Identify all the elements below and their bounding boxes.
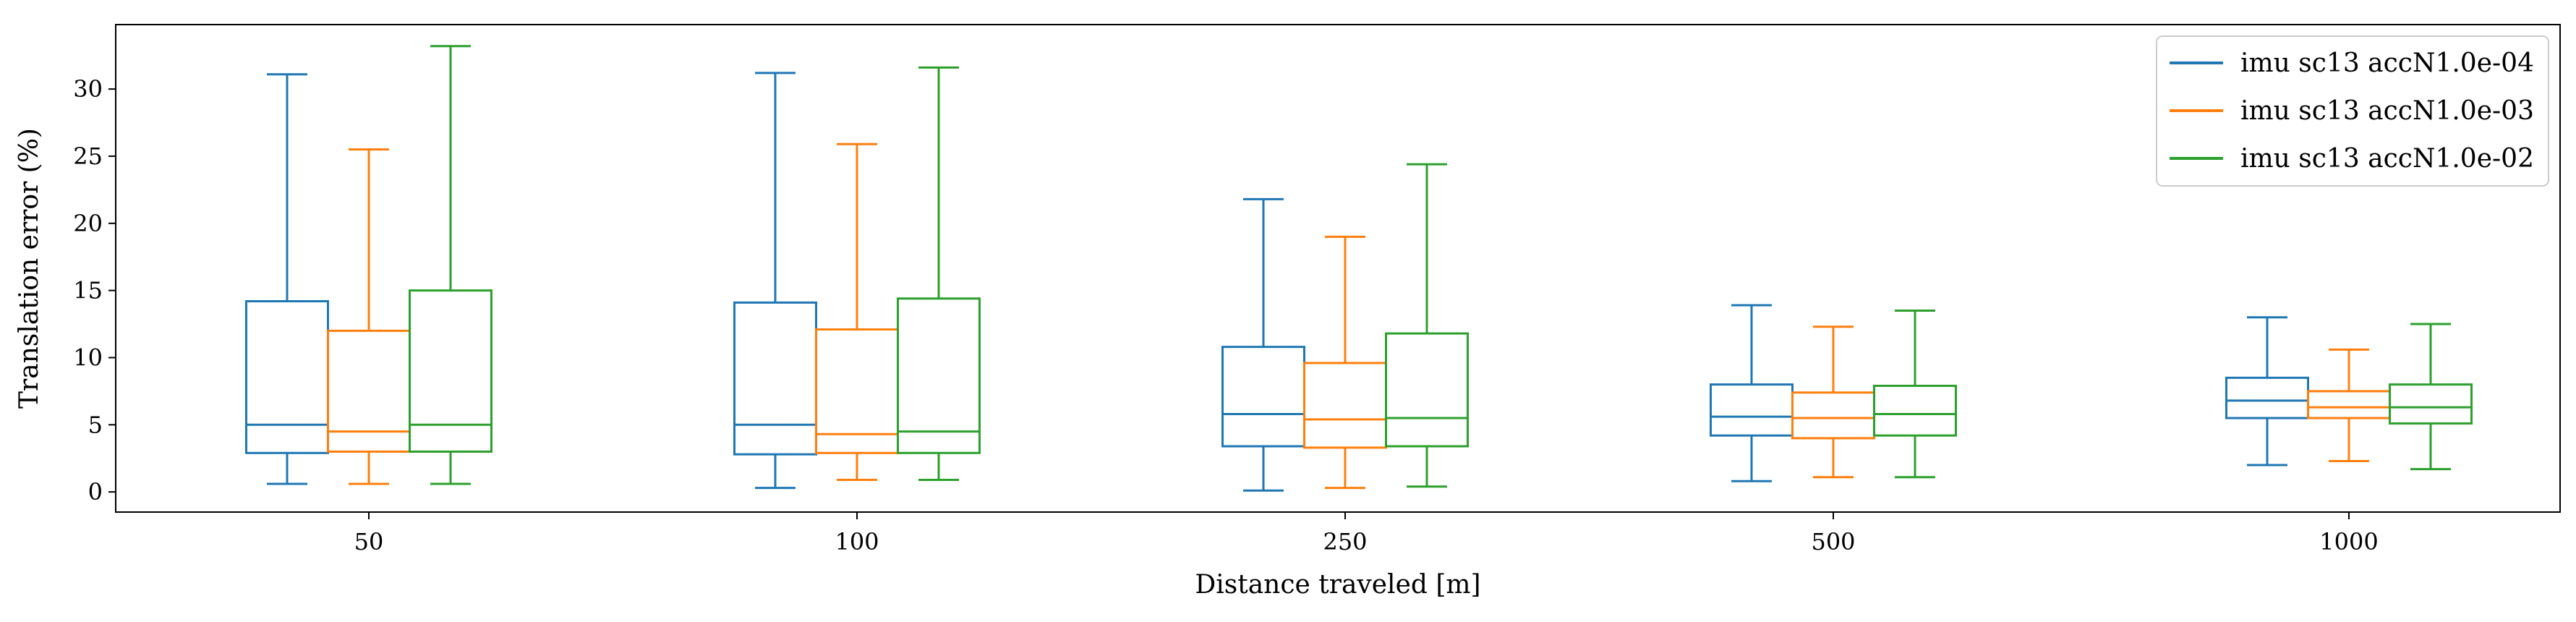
box-2-series-2 xyxy=(1385,163,1469,488)
iqr-box xyxy=(897,297,981,454)
iqr-box xyxy=(2225,376,2309,419)
iqr-box xyxy=(2389,383,2473,425)
x-tick-label: 1000 xyxy=(2319,528,2378,555)
x-tick-label: 50 xyxy=(354,528,384,555)
box-1-series-2 xyxy=(897,66,981,481)
legend-item: imu sc13 accN1.0e-02 xyxy=(2170,144,2534,174)
y-tick-label: 30 xyxy=(73,75,103,103)
y-tick-label: 5 xyxy=(88,411,103,438)
iqr-box xyxy=(409,289,492,453)
plot-frame xyxy=(115,24,2561,513)
box-0-series-1 xyxy=(327,148,411,485)
legend: imu sc13 accN1.0e-04 imu sc13 accN1.0e-03… xyxy=(2156,35,2549,187)
y-tick-label: 0 xyxy=(88,478,103,506)
legend-item: imu sc13 accN1.0e-04 xyxy=(2170,48,2534,78)
box-4-series-2 xyxy=(2389,323,2473,471)
y-tick-label: 15 xyxy=(73,277,103,304)
iqr-box xyxy=(245,299,329,454)
legend-label: imu sc13 accN1.0e-03 xyxy=(2240,96,2534,126)
iqr-box xyxy=(1710,383,1794,437)
iqr-box xyxy=(1221,346,1305,448)
iqr-box xyxy=(327,329,411,453)
iqr-box xyxy=(2307,390,2391,419)
box-1-series-0 xyxy=(733,72,817,490)
legend-frame xyxy=(2156,35,2549,187)
legend-label: imu sc13 accN1.0e-02 xyxy=(2240,144,2534,174)
plot-area xyxy=(245,45,2473,492)
y-tick-label: 10 xyxy=(73,344,103,371)
y-axis-title: Translation error (%) xyxy=(14,128,44,409)
y-tick-label: 20 xyxy=(73,210,103,237)
legend-label: imu sc13 accN1.0e-04 xyxy=(2240,48,2534,78)
box-3-series-0 xyxy=(1710,304,1794,482)
iqr-box xyxy=(1873,384,1957,437)
x-tick-label: 250 xyxy=(1323,528,1367,555)
iqr-box xyxy=(1385,332,1469,448)
box-1-series-1 xyxy=(815,142,899,481)
box-2-series-0 xyxy=(1221,197,1305,492)
x-tick-label: 500 xyxy=(1811,528,1855,555)
axes: 0 5 10 15 20 25 30 50 100 250 500 1000 xyxy=(73,24,2561,555)
box-0-series-2 xyxy=(409,45,492,485)
x-tick-label: 100 xyxy=(835,528,879,555)
box-4-series-0 xyxy=(2225,316,2309,466)
y-tick-label: 25 xyxy=(73,142,103,170)
box-3-series-2 xyxy=(1873,309,1957,479)
legend-item: imu sc13 accN1.0e-03 xyxy=(2170,96,2534,126)
iqr-box xyxy=(733,301,817,456)
iqr-box xyxy=(1791,391,1875,440)
x-axis-title: Distance traveled [m] xyxy=(1195,570,1480,600)
box-2-series-1 xyxy=(1303,235,1387,490)
box-4-series-1 xyxy=(2307,348,2391,462)
iqr-box xyxy=(1303,362,1387,449)
box-0-series-0 xyxy=(245,73,329,485)
box-3-series-1 xyxy=(1791,325,1875,479)
